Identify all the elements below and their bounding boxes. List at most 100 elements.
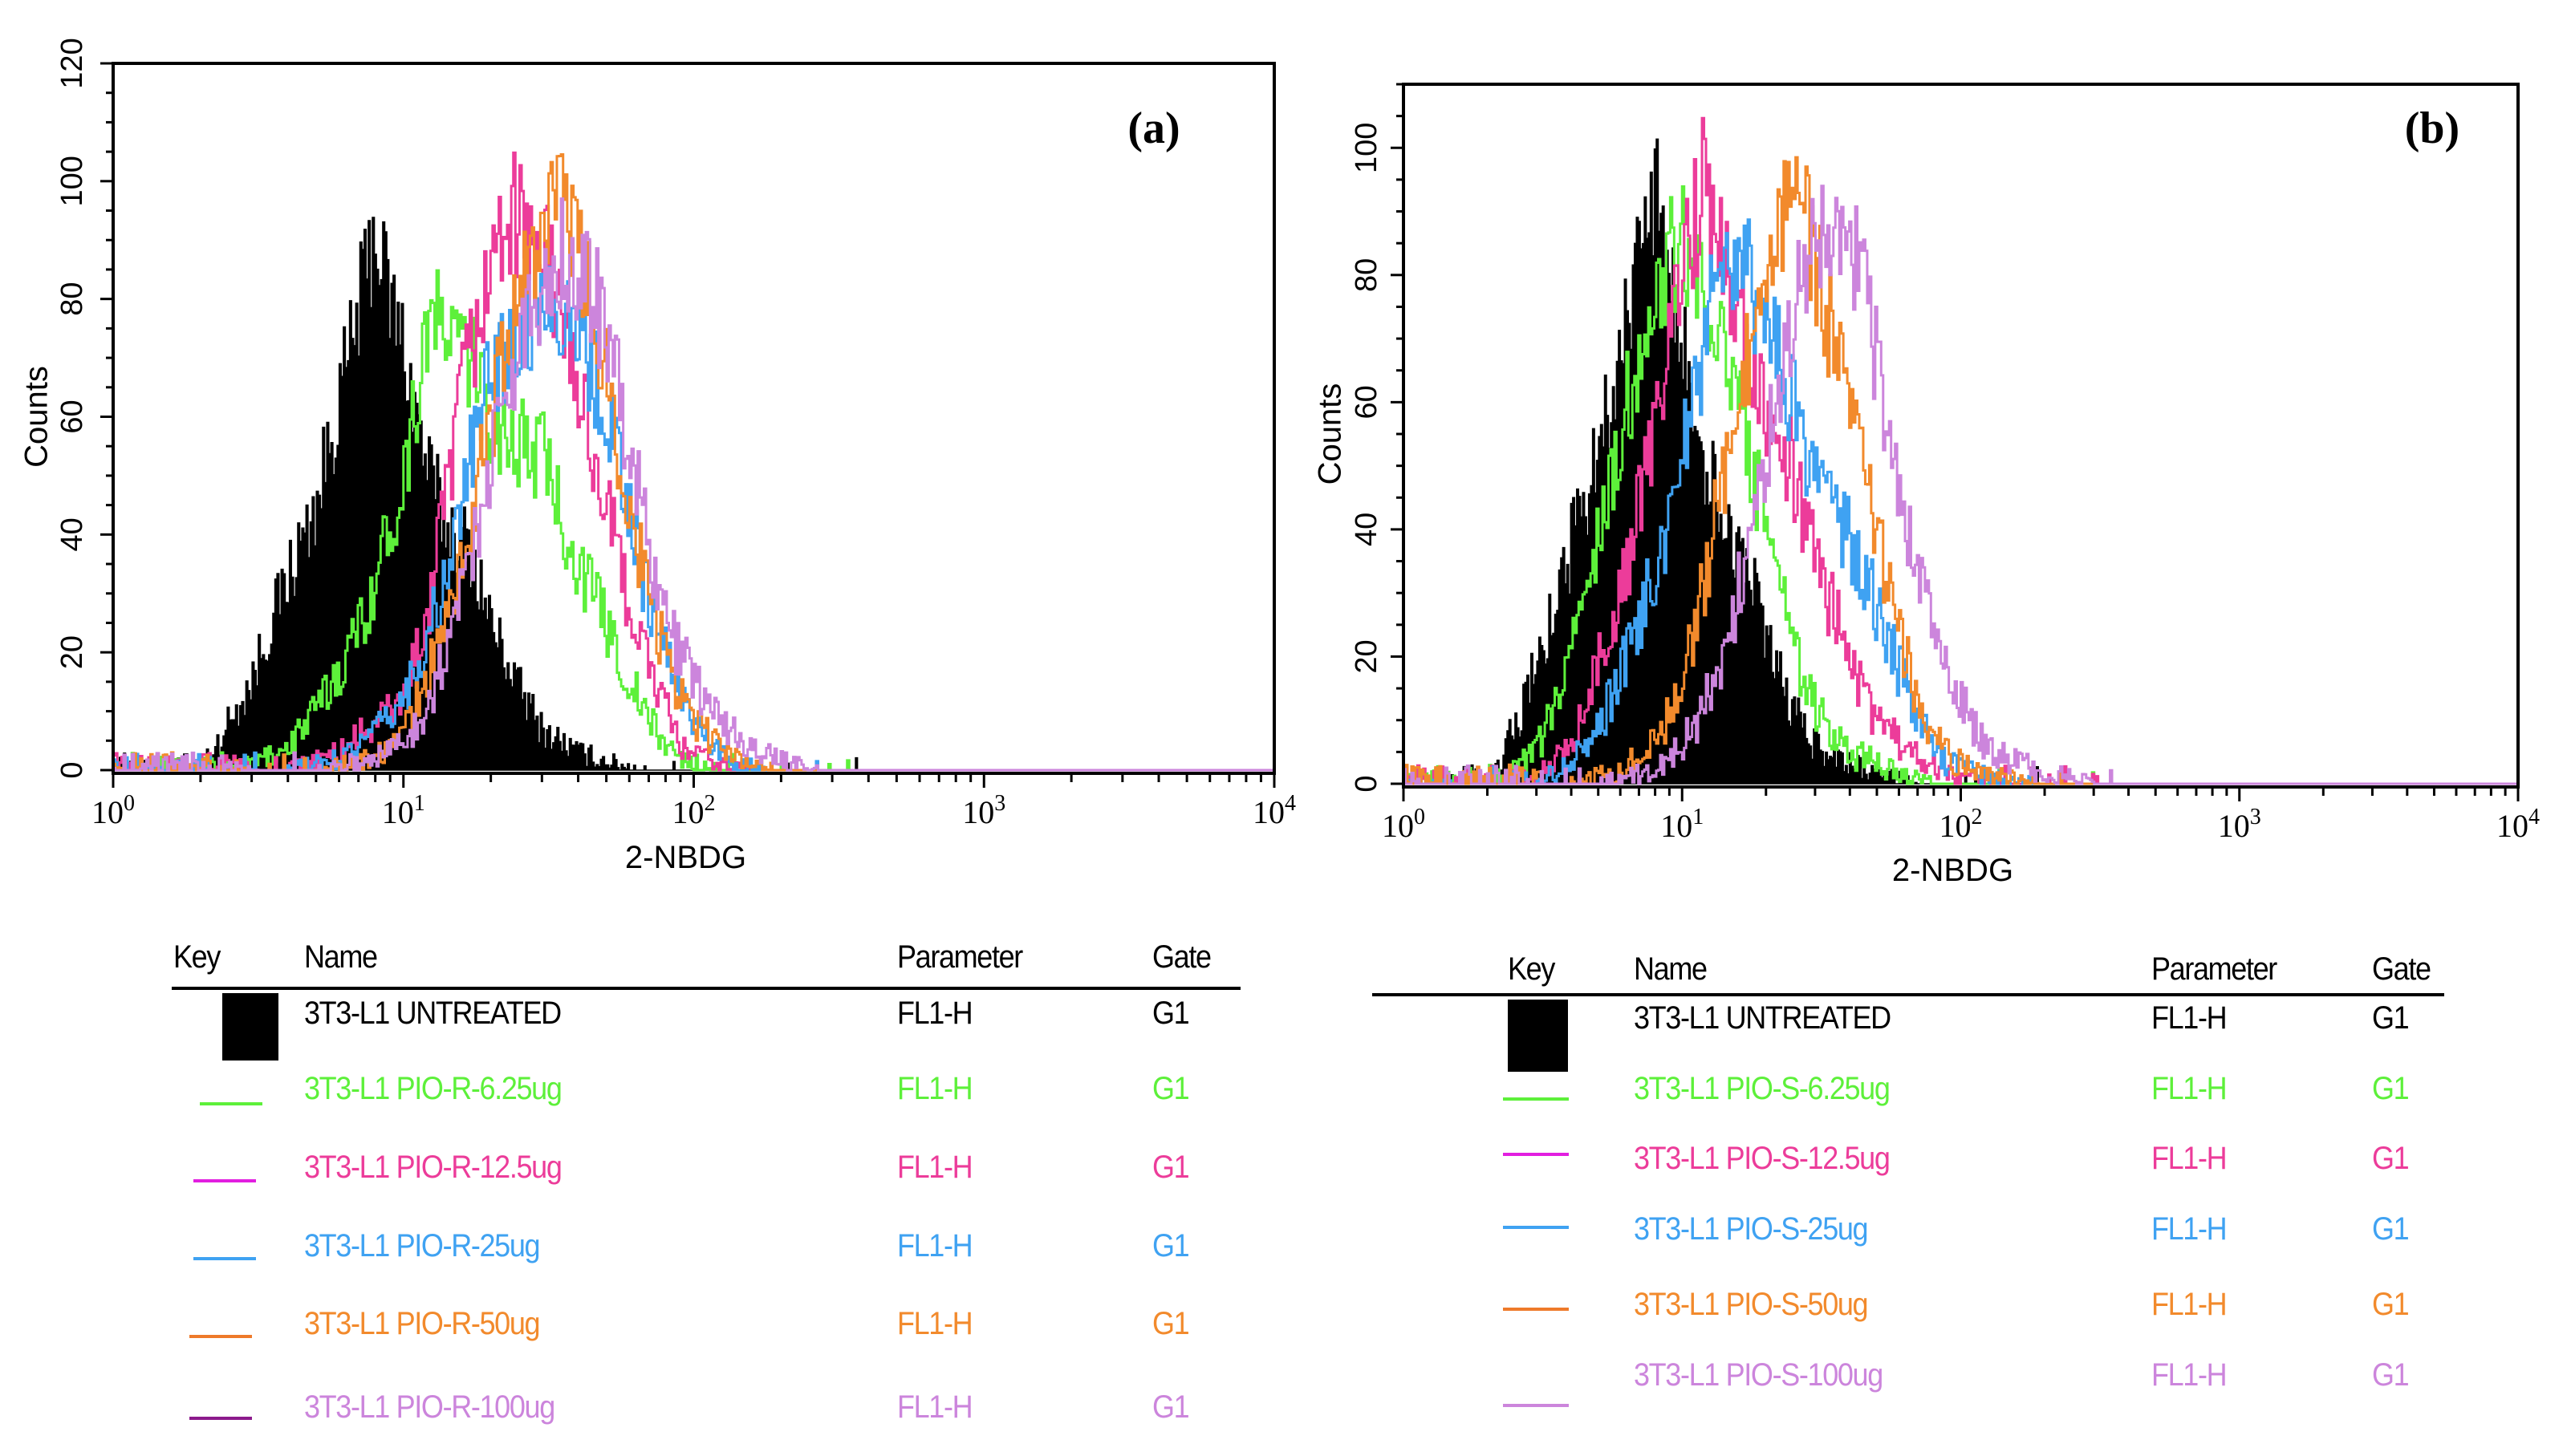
x-tick-exponent: 1 (1692, 805, 1704, 829)
series-histogram-line-5 (1402, 185, 2518, 785)
y-tick-label: 20 (1350, 639, 1383, 673)
y-tick-label: 40 (55, 517, 89, 551)
x-tick-label: 103 (2218, 805, 2261, 844)
legend-key-line (189, 1335, 252, 1338)
legend-series-parameter: FL1-H (2151, 1287, 2228, 1322)
x-tick-label: 104 (2496, 805, 2540, 844)
x-tick-label: 100 (1382, 805, 1425, 844)
legend-key-line (1503, 1097, 1569, 1101)
legend-series-parameter: FL1-H (2151, 1071, 2228, 1106)
x-tick-exponent: 3 (994, 791, 1005, 816)
legend-series-parameter: FL1-H (2151, 1211, 2228, 1247)
legend-series-parameter: FL1-H (897, 1150, 973, 1185)
legend-header-parameter: Parameter (2151, 951, 2277, 987)
panel-label: (b) (2405, 103, 2459, 153)
x-axis-label: 2-NBDG (1892, 853, 2013, 888)
legend-key-line (193, 1257, 256, 1260)
legend-series-parameter: FL1-H (897, 1306, 973, 1341)
legend-key-line (200, 1102, 262, 1105)
legend-series-parameter: FL1-H (897, 1389, 973, 1425)
legend-series-name: 3T3-L1 PIO-R-25ug (304, 1228, 541, 1263)
legend-series-parameter: FL1-H (897, 996, 973, 1031)
y-tick-label: 80 (1350, 258, 1383, 292)
legend-series-name: 3T3-L1 UNTREATED (1634, 1000, 1891, 1036)
legend-series-name: 3T3-L1 PIO-S-100ug (1634, 1357, 1883, 1393)
legend-series-parameter: FL1-H (897, 1228, 973, 1263)
panel-label: (a) (1127, 103, 1180, 153)
x-tick-label: 102 (672, 791, 716, 830)
legend-series-parameter: FL1-H (2151, 1357, 2228, 1393)
legend-series-gate: G1 (1152, 996, 1190, 1031)
legend-key-line (1503, 1153, 1569, 1156)
x-tick-label: 104 (1253, 791, 1296, 830)
x-tick-exponent: 4 (1285, 791, 1296, 816)
legend-header-rule (172, 987, 1241, 990)
y-tick-label: 100 (55, 156, 89, 206)
y-tick-label: 80 (55, 282, 89, 316)
x-tick-exponent: 1 (414, 791, 425, 816)
x-tick-label: 102 (1939, 805, 1983, 844)
legend-key-line (189, 1417, 252, 1420)
legend-series-name: 3T3-L1 PIO-S-12.5ug (1634, 1141, 1891, 1176)
x-tick-label: 101 (382, 791, 425, 830)
legend-series-name: 3T3-L1 PIO-R-6.25ug (304, 1071, 563, 1106)
x-tick-base: 10 (91, 794, 124, 830)
legend-series-gate: G1 (1152, 1389, 1190, 1425)
legend-series-name: 3T3-L1 PIO-S-50ug (1634, 1287, 1869, 1322)
legend-series-gate: G1 (2372, 1357, 2410, 1393)
x-tick-label: 100 (91, 791, 135, 830)
legend-header-name: Name (1634, 951, 1708, 987)
legend-header-key: Key (173, 939, 221, 975)
legend-header-rule (1372, 993, 2444, 996)
x-tick-base: 10 (962, 794, 994, 830)
legend-key-line (1503, 1226, 1569, 1229)
x-tick-exponent: 4 (2528, 805, 2540, 829)
x-tick-base: 10 (382, 794, 414, 830)
x-tick-base: 10 (1253, 794, 1285, 830)
legend-series-name: 3T3-L1 UNTREATED (304, 996, 562, 1031)
legend-series-name: 3T3-L1 PIO-R-12.5ug (304, 1150, 563, 1185)
x-tick-label: 101 (1660, 805, 1704, 844)
y-tick-label: 40 (1350, 513, 1383, 546)
legend-key-line (193, 1179, 256, 1182)
x-tick-exponent: 2 (705, 791, 716, 816)
legend-series-name: 3T3-L1 PIO-R-50ug (304, 1306, 541, 1341)
legend-header-gate: Gate (1152, 939, 1212, 975)
x-tick-base: 10 (1660, 808, 1692, 844)
x-tick-base: 10 (2496, 808, 2528, 844)
y-axis-label: Counts (19, 366, 55, 468)
legend-series-name: 3T3-L1 PIO-R-100ug (304, 1389, 555, 1425)
x-tick-base: 10 (1939, 808, 1972, 844)
legend-series-gate: G1 (2372, 1211, 2410, 1247)
y-tick-label: 120 (55, 38, 89, 88)
legend-key-line (1503, 1404, 1569, 1407)
legend-series-parameter: FL1-H (2151, 1141, 2228, 1176)
y-tick-label: 0 (1350, 775, 1383, 792)
legend-series-gate: G1 (2372, 1071, 2410, 1106)
y-tick-label: 60 (1350, 385, 1383, 419)
x-tick-base: 10 (1382, 808, 1414, 844)
x-tick-base: 10 (2218, 808, 2250, 844)
legend-header-key: Key (1508, 951, 1555, 987)
x-tick-exponent: 0 (1414, 805, 1425, 829)
x-tick-label: 103 (962, 791, 1005, 830)
legend-key-filled-swatch (1508, 1000, 1568, 1072)
legend-series-gate: G1 (2372, 1000, 2410, 1036)
legend-series-gate: G1 (1152, 1306, 1190, 1341)
legend-header-name: Name (304, 939, 378, 975)
x-tick-exponent: 3 (2250, 805, 2261, 829)
x-tick-exponent: 2 (1972, 805, 1983, 829)
x-axis-label: 2-NBDG (625, 840, 746, 875)
y-tick-label: 100 (1350, 123, 1383, 173)
legend-series-parameter: FL1-H (897, 1071, 973, 1106)
legend-key-line (1503, 1308, 1569, 1311)
legend-series-name: 3T3-L1 PIO-S-25ug (1634, 1211, 1869, 1247)
series-histogram-line-5 (112, 197, 1274, 772)
legend-header-parameter: Parameter (897, 939, 1023, 975)
legend-series-gate: G1 (2372, 1287, 2410, 1322)
legend-key-filled-swatch (222, 993, 278, 1061)
y-tick-label: 60 (55, 399, 89, 433)
legend-series-name: 3T3-L1 PIO-S-6.25ug (1634, 1071, 1891, 1106)
